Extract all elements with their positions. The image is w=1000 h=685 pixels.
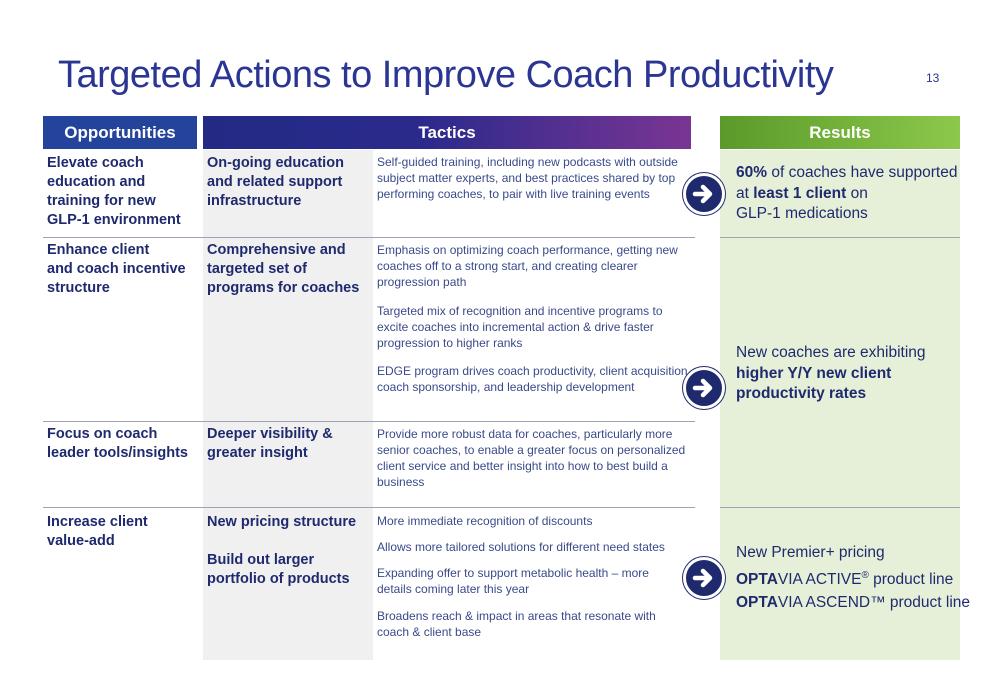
arrow-right-circle-icon [683, 173, 725, 215]
tactics-column-background [203, 150, 373, 660]
tactic-description: More immediate recognition of discounts [377, 514, 593, 528]
tactic-description: Self-guided training, including new podc… [377, 155, 678, 201]
arrow-right-circle-icon [683, 557, 725, 599]
row-divider [720, 507, 960, 508]
tactic-description: EDGE program drives coach productivity, … [377, 364, 691, 394]
row-divider [720, 237, 960, 238]
header-tactics: Tactics [203, 116, 691, 149]
result-pricing-and-products: New Premier+ pricing OPTAVIA ACTIVE® pro… [736, 544, 971, 612]
tactic-description: Provide more robust data for coaches, pa… [377, 427, 686, 489]
opportunity-leader-tools: Focus on coach leader tools/insights [47, 426, 188, 461]
tactic-description: Allows more tailored solutions for diffe… [377, 540, 665, 554]
tactic-deeper-visibility: Deeper visibility & greater insight [207, 426, 333, 461]
result-percent: 60% [736, 164, 768, 181]
tactic-ongoing-education: On-going education and related support i… [207, 155, 344, 209]
tactic-larger-portfolio: Build out larger portfolio of products [207, 552, 350, 587]
header-results: Results [720, 116, 960, 149]
row-divider [43, 421, 695, 422]
opportunity-incentive-structure: Enhance client and coach incentive struc… [47, 242, 186, 296]
result-glp1-support: 60% of coaches have supported at least 1… [736, 164, 958, 222]
tactic-new-pricing-structure: New pricing structure [207, 514, 357, 530]
brand-logo-text: OPTA [736, 594, 778, 612]
tactic-description: Targeted mix of recognition and incentiv… [377, 304, 663, 350]
row-divider [43, 507, 695, 508]
results-column-background [720, 150, 960, 660]
row-divider [43, 237, 695, 238]
result-new-coach-productivity: New coaches are exhibiting higher Y/Y ne… [736, 344, 926, 402]
arrow-right-circle-icon [683, 367, 725, 409]
header-opportunities: Opportunities [43, 116, 197, 149]
opportunity-education: Elevate coach education and training for… [47, 155, 181, 228]
tactic-description: Broadens reach & impact in areas that re… [377, 609, 656, 639]
page-number: 13 [926, 71, 940, 85]
page-title: Targeted Actions to Improve Coach Produc… [58, 54, 834, 96]
tactic-programs-for-coaches: Comprehensive and targeted set of progra… [207, 242, 360, 296]
tactic-description: Expanding offer to support metabolic hea… [377, 566, 649, 596]
result-emphasis: least 1 client [753, 184, 847, 202]
brand-logo-text: OPTA [736, 571, 778, 589]
opportunity-client-value-add: Increase client value-add [47, 514, 148, 549]
tactic-description: Emphasis on optimizing coach performance… [377, 243, 678, 289]
